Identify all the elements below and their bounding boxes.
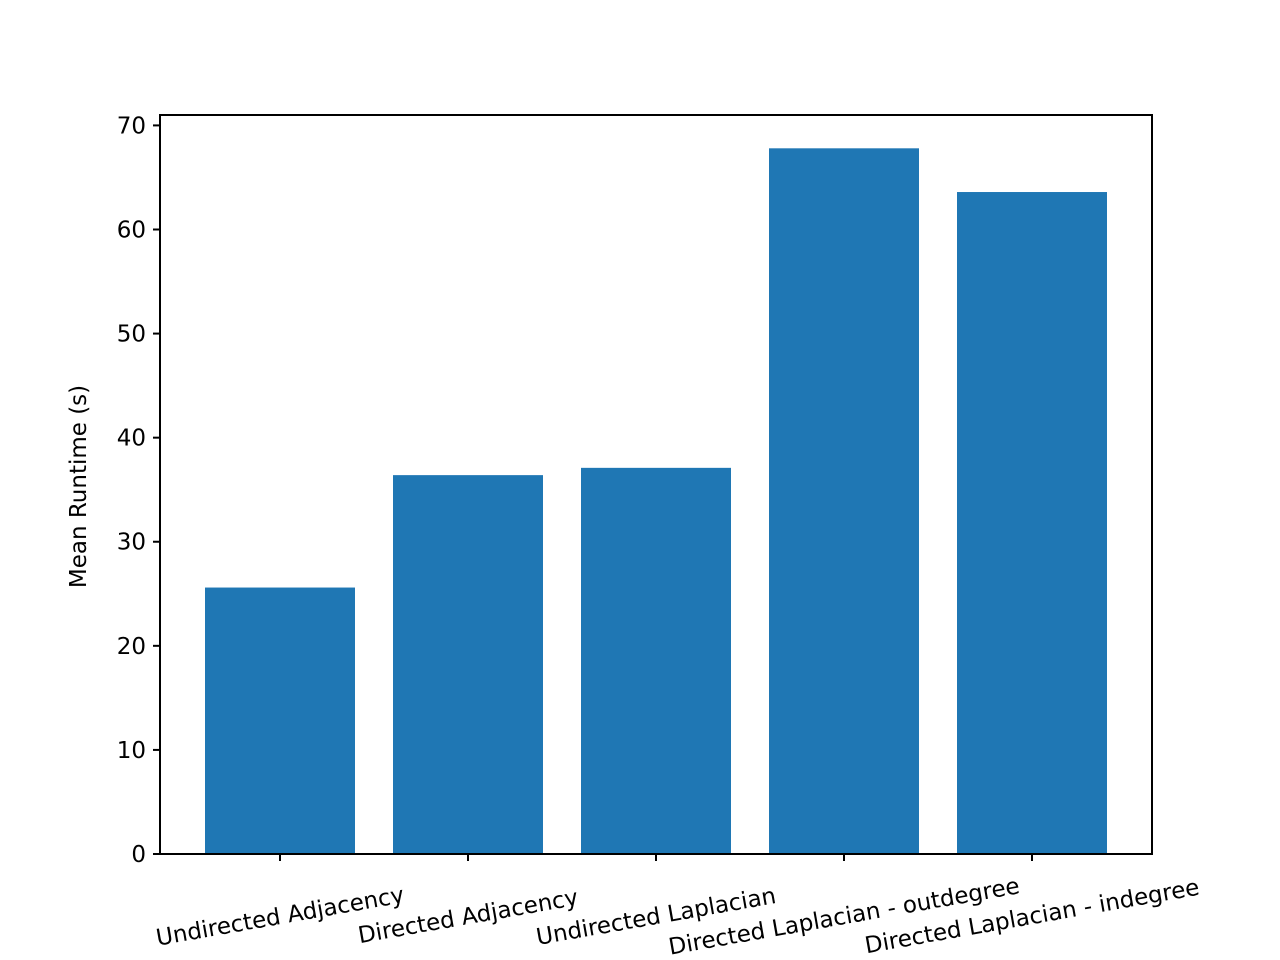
y-tick-label-10: 10 bbox=[117, 738, 146, 764]
bar-1 bbox=[205, 587, 355, 854]
bar-2 bbox=[393, 475, 543, 854]
y-tick-label-30: 30 bbox=[117, 530, 146, 556]
bars-group bbox=[205, 148, 1107, 855]
y-tick-label-50: 50 bbox=[117, 322, 146, 348]
y-tick-label-20: 20 bbox=[117, 634, 146, 660]
y-tick-label-0: 0 bbox=[131, 842, 146, 868]
bar-3 bbox=[581, 467, 731, 854]
bar-5 bbox=[957, 192, 1107, 855]
y-axis: 0 10 20 30 40 50 60 70 bbox=[117, 113, 160, 868]
plot-frame bbox=[159, 114, 1153, 855]
y-tick-label-60: 60 bbox=[117, 217, 146, 243]
y-tick-label-40: 40 bbox=[117, 426, 146, 452]
bar-4 bbox=[769, 148, 919, 855]
y-axis-label: Mean Runtime (s) bbox=[66, 385, 92, 588]
y-tick-label-70: 70 bbox=[117, 113, 146, 139]
